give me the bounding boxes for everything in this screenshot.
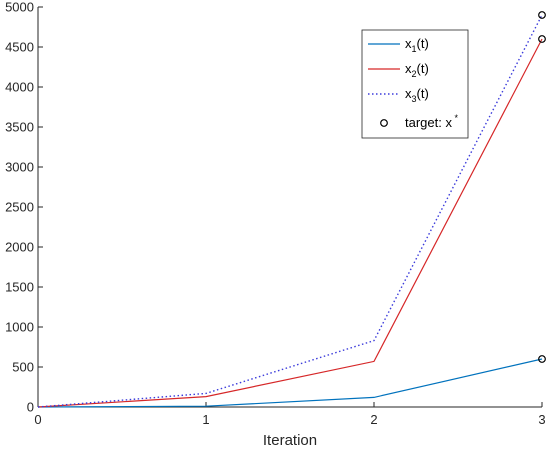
- target-marker: [538, 11, 546, 19]
- y-tick-label: 500: [12, 360, 34, 375]
- legend-label-x3: x3(t): [405, 86, 429, 104]
- target-marker: [538, 355, 546, 363]
- series-layer: [37, 14, 543, 408]
- legend-label-target: target: x *: [405, 113, 458, 130]
- y-tick-label: 5000: [5, 0, 34, 15]
- legend: x1(t) x2(t) x3(t) target: x *: [361, 29, 469, 139]
- legend-label-x2: x2(t): [405, 61, 429, 79]
- x-tick-label: 0: [34, 412, 41, 427]
- axes: 0 500 1000 1500 2000 2500 3000 3500 4000 4500 5000…: [5, 0, 546, 427]
- y-tick-label: 3000: [5, 160, 34, 175]
- legend-target-marker: [380, 119, 388, 127]
- y-tick-label: 1500: [5, 280, 34, 295]
- target-markers: [538, 11, 546, 363]
- series-line-x3: [37, 14, 543, 408]
- x-axis-label: Iteration: [263, 432, 317, 449]
- y-tick-label: 4500: [5, 40, 34, 55]
- y-tick-label: 3500: [5, 120, 34, 135]
- x-tick-label: 3: [538, 412, 545, 427]
- y-tick-label: 0: [27, 400, 34, 415]
- y-tick-label: 1000: [5, 320, 34, 335]
- y-tick-label: 2500: [5, 200, 34, 215]
- x-tick-label: 2: [370, 412, 377, 427]
- y-tick-label: 4000: [5, 80, 34, 95]
- series-line-x2: [37, 38, 543, 408]
- series-line-x1: [37, 358, 543, 408]
- legend-box: [361, 29, 469, 139]
- y-tick-label: 2000: [5, 240, 34, 255]
- legend-label-x1: x1(t): [405, 36, 429, 54]
- target-marker: [538, 35, 546, 43]
- x-tick-label: 1: [202, 412, 209, 427]
